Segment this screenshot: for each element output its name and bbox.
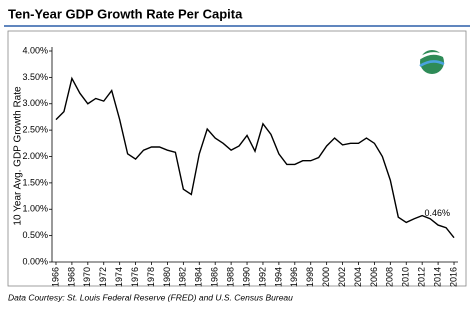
- x-tick-label: 1994: [273, 267, 283, 287]
- x-tick-label: 2014: [432, 267, 442, 287]
- x-tick-label: 1972: [98, 267, 108, 287]
- y-tick-label: 2.00%: [22, 151, 48, 161]
- x-tick-label: 1986: [210, 267, 220, 287]
- logo-stripe: [419, 52, 445, 60]
- source-note: Data Courtesy: St. Louis Federal Reserve…: [8, 292, 293, 302]
- x-tick-label: 1984: [194, 267, 204, 287]
- x-tick-label: 1998: [305, 267, 315, 287]
- x-tick-label: 2004: [353, 267, 363, 287]
- x-tick-label: 2002: [337, 267, 347, 287]
- x-tick-label: 1990: [241, 267, 251, 287]
- y-tick-label: 2.50%: [22, 125, 48, 135]
- x-tick-label: 1982: [178, 267, 188, 287]
- x-tick-label: 1976: [130, 267, 140, 287]
- x-tick-label: 1974: [114, 267, 124, 287]
- logo-stripe: [419, 60, 445, 68]
- y-tick-label: 0.00%: [22, 256, 48, 266]
- x-tick-label: 2010: [401, 267, 411, 287]
- x-tick-label: 1968: [66, 267, 76, 287]
- y-tick-label: 0.50%: [22, 230, 48, 240]
- data-line: [55, 76, 455, 239]
- x-tick-label: 2008: [385, 267, 395, 287]
- y-tick-label: 1.00%: [22, 204, 48, 214]
- chart-title: Ten-Year GDP Growth Rate Per Capita: [8, 6, 243, 21]
- x-tick-label: 1980: [162, 267, 172, 287]
- y-tick-label: 3.50%: [22, 72, 48, 82]
- x-tick-label: 1978: [146, 267, 156, 287]
- x-tick-label: 1988: [225, 267, 235, 287]
- x-tick-label: 2012: [417, 267, 427, 287]
- x-tick-label: 1992: [257, 267, 267, 287]
- annotation: 0.46%: [424, 208, 450, 218]
- y-axis-label: 10 Year Avg. GDP Growth Rate: [13, 86, 24, 226]
- chart-frame: [7, 30, 467, 287]
- x-tick-label: 1970: [82, 267, 92, 287]
- y-tick-label: 3.00%: [22, 98, 48, 108]
- y-tick-label: 1.50%: [22, 177, 48, 187]
- x-tick-label: 2006: [369, 267, 379, 287]
- x-tick-label: 2016: [448, 267, 458, 287]
- logo: [419, 50, 445, 74]
- x-tick-label: 1966: [50, 267, 60, 287]
- x-tick-label: 2000: [321, 267, 331, 287]
- x-tick-label: 1996: [289, 267, 299, 287]
- y-tick-label: 4.00%: [22, 45, 48, 55]
